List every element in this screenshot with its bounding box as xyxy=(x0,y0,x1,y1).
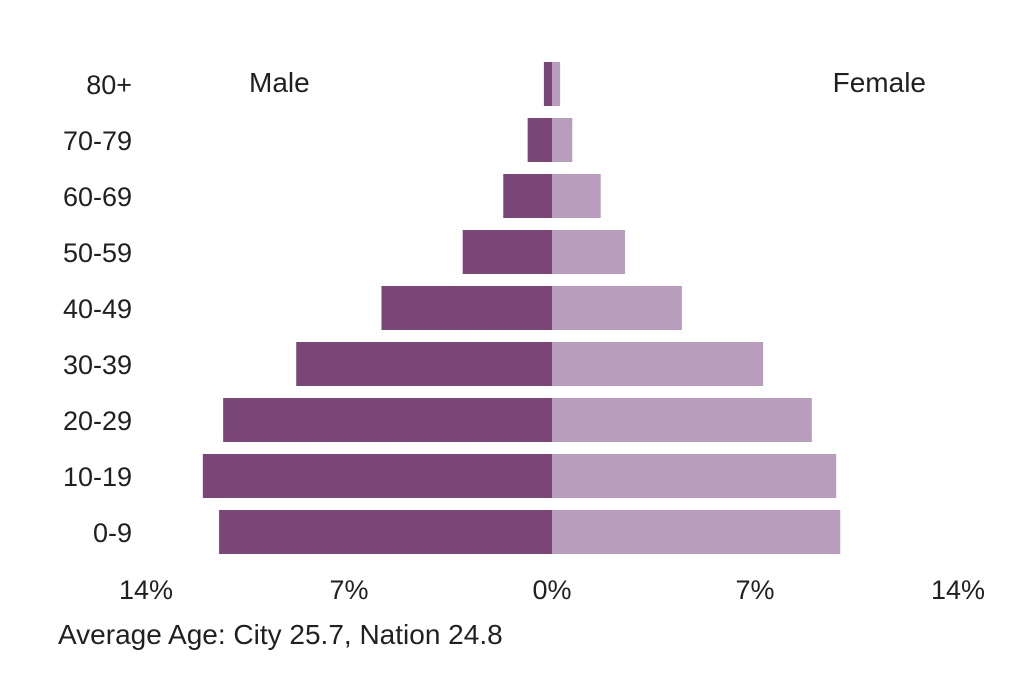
age-label-20-29: 20-29 xyxy=(63,406,132,436)
average-age-note: Average Age: City 25.7, Nation 24.8 xyxy=(58,619,503,650)
x-tick-label-2: 0% xyxy=(532,575,571,605)
bar-female-80+ xyxy=(552,62,561,106)
age-label-0-9: 0-9 xyxy=(93,518,132,548)
x-tick-label-4: 14% xyxy=(931,575,985,605)
bar-male-20-29 xyxy=(223,398,552,442)
bar-male-50-59 xyxy=(462,230,552,274)
legend-male-label: Male xyxy=(249,67,310,98)
legend-female-label: Female xyxy=(833,67,926,98)
age-label-40-49: 40-49 xyxy=(63,294,132,324)
bar-female-70-79 xyxy=(552,118,573,162)
x-tick-label-0: 14% xyxy=(119,575,173,605)
bar-male-60-69 xyxy=(503,174,552,218)
age-label-30-39: 30-39 xyxy=(63,350,132,380)
x-ticks-group: 14% 7% 0% 7% 14% xyxy=(119,575,985,605)
bars-group xyxy=(202,62,841,554)
age-label-50-59: 50-59 xyxy=(63,238,132,268)
bar-male-70-79 xyxy=(527,118,552,162)
age-label-10-19: 10-19 xyxy=(63,462,132,492)
bar-female-60-69 xyxy=(552,174,601,218)
x-tick-label-1: 7% xyxy=(329,575,368,605)
age-labels-group: 80+ 70-79 60-69 50-59 40-49 30-39 20-29 10-19 0-… xyxy=(63,70,132,548)
bar-female-20-29 xyxy=(552,398,812,442)
bar-male-40-49 xyxy=(381,286,552,330)
bar-male-10-19 xyxy=(202,454,552,498)
bar-female-50-59 xyxy=(552,230,626,274)
bar-female-30-39 xyxy=(552,342,764,386)
x-tick-label-3: 7% xyxy=(735,575,774,605)
bar-female-10-19 xyxy=(552,454,837,498)
age-label-80+: 80+ xyxy=(86,70,132,100)
bar-male-80+ xyxy=(543,62,552,106)
age-label-60-69: 60-69 xyxy=(63,182,132,212)
bar-female-40-49 xyxy=(552,286,682,330)
age-label-70-79: 70-79 xyxy=(63,126,132,156)
bar-male-30-39 xyxy=(296,342,552,386)
bar-male-0-9 xyxy=(219,510,552,554)
bar-female-0-9 xyxy=(552,510,841,554)
